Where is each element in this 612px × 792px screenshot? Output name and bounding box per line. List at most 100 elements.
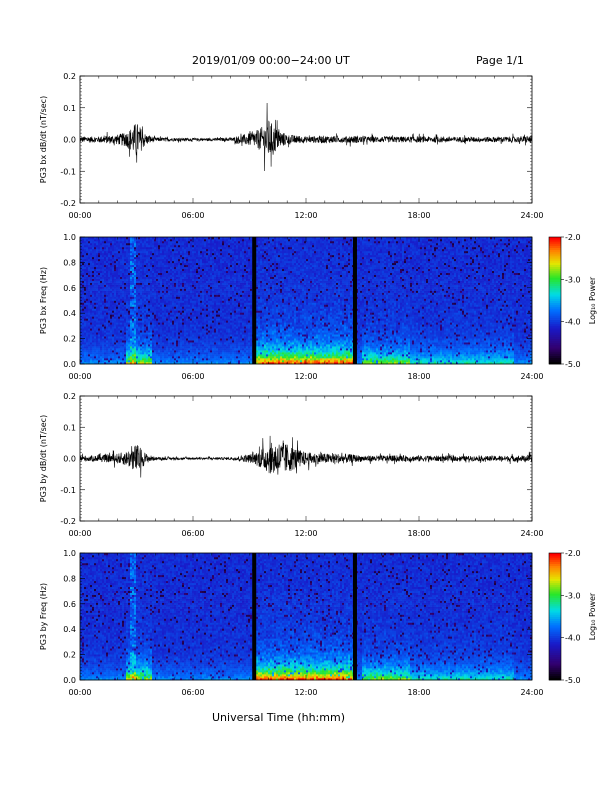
spectrogram-cell xyxy=(122,271,124,273)
spectrogram-cell xyxy=(92,275,94,277)
spectrogram-cell xyxy=(92,324,94,326)
spectrogram-cell xyxy=(108,301,110,303)
spectrogram-cell xyxy=(94,291,96,293)
spectrogram-cell xyxy=(84,302,86,304)
spectrogram-cell xyxy=(106,295,108,297)
spectrogram-cell xyxy=(120,299,122,301)
spectrogram-cell xyxy=(106,267,108,269)
spectrogram-cell xyxy=(100,299,102,301)
spectrogram-cell xyxy=(102,312,104,314)
spectrogram-cell xyxy=(90,297,92,299)
spectrogram-cell xyxy=(84,263,86,265)
spectrogram-cell xyxy=(120,297,122,299)
spectrogram-cell xyxy=(90,243,92,245)
spectrogram-cell xyxy=(116,340,118,342)
spectrogram-cell xyxy=(110,336,112,338)
spectrogram-cell xyxy=(106,263,108,265)
spectrogram-cell xyxy=(100,346,102,348)
spectrogram-cell xyxy=(116,245,118,247)
spectrogram-cell xyxy=(108,316,110,318)
spectrogram-cell xyxy=(122,314,124,316)
spectrogram-cell xyxy=(96,251,98,253)
spectrogram-cell xyxy=(100,243,102,245)
spectrogram-cell xyxy=(122,352,124,354)
spectrogram-cell xyxy=(100,304,102,306)
spectrogram-cell xyxy=(118,269,120,271)
spectrogram-cell xyxy=(96,285,98,287)
spectrogram-cell xyxy=(94,271,96,273)
spectrogram-cell xyxy=(120,320,122,322)
spectrogram-cell xyxy=(118,301,120,303)
spectrogram-cell xyxy=(126,302,128,304)
spectrogram-cell xyxy=(98,283,100,285)
spectrogram-cell xyxy=(112,251,114,253)
spectrogram-cell xyxy=(126,285,128,287)
spectrogram-cell xyxy=(126,356,128,358)
spectrogram-cell xyxy=(100,360,102,362)
spectrogram-cell xyxy=(94,253,96,255)
spectrogram-cell xyxy=(110,316,112,318)
spectrogram-cell xyxy=(102,287,104,289)
spectrogram-cell xyxy=(126,334,128,336)
spectrogram-cell xyxy=(106,322,108,324)
spectrogram-cell xyxy=(124,306,126,308)
spectrogram-cell xyxy=(100,239,102,241)
spectrogram-cell xyxy=(118,342,120,344)
spectrogram-cell xyxy=(90,334,92,336)
spectrogram-cell xyxy=(98,336,100,338)
spectrogram-cell xyxy=(118,287,120,289)
spectrogram-cell xyxy=(106,316,108,318)
spectrogram-cell xyxy=(88,340,90,342)
spectrogram-cell xyxy=(84,332,86,334)
spectrogram-cell xyxy=(108,255,110,257)
spectrogram-cell xyxy=(82,308,84,310)
spectrogram-cell xyxy=(126,247,128,249)
spectrogram-cell xyxy=(118,295,120,297)
spectrogram-cell xyxy=(124,352,126,354)
spectrogram-cell xyxy=(82,291,84,293)
spectrogram-cell xyxy=(102,285,104,287)
spectrogram-cell xyxy=(100,358,102,360)
spectrogram-cell xyxy=(114,283,116,285)
spectrogram-cell xyxy=(120,360,122,362)
spectrogram-cell xyxy=(88,259,90,261)
spectrogram-cell xyxy=(92,354,94,356)
spectrogram-cell xyxy=(124,336,126,338)
spectrogram-cell xyxy=(104,291,106,293)
spectrogram-cell xyxy=(84,257,86,259)
spectrogram-cell xyxy=(112,304,114,306)
spectrogram-cell xyxy=(92,289,94,291)
spectrogram-cell xyxy=(106,239,108,241)
spectrogram-cell xyxy=(102,245,104,247)
spectrogram-cell xyxy=(98,316,100,318)
spectrogram-cell xyxy=(120,249,122,251)
spectrogram-cell xyxy=(116,267,118,269)
spectrogram-cell xyxy=(116,289,118,291)
spectrogram-cell xyxy=(94,251,96,253)
spectrogram-cell xyxy=(124,334,126,336)
y-tick-label: -0.2 xyxy=(60,199,76,208)
spectrogram-cell xyxy=(92,247,94,249)
spectrogram-cell xyxy=(88,328,90,330)
spectrogram-cell xyxy=(126,279,128,281)
spectrogram-cell xyxy=(98,324,100,326)
spectrogram-cell xyxy=(86,324,88,326)
spectrogram-cell xyxy=(110,297,112,299)
spectrogram-cell xyxy=(124,301,126,303)
spectrogram-cell xyxy=(86,295,88,297)
spectrogram-cell xyxy=(118,358,120,360)
spectrogram-cell xyxy=(124,350,126,352)
spectrogram-cell xyxy=(82,247,84,249)
spectrogram-cell xyxy=(90,318,92,320)
spectrogram-cell xyxy=(114,332,116,334)
spectrogram-cell xyxy=(124,293,126,295)
spectrogram-cell xyxy=(98,342,100,344)
spectrogram-cell xyxy=(94,304,96,306)
spectrogram-cell xyxy=(102,346,104,348)
spectrogram-cell xyxy=(114,251,116,253)
spectrogram-cell xyxy=(118,247,120,249)
spectrogram-cell xyxy=(112,299,114,301)
spectrogram-cell xyxy=(88,308,90,310)
spectrogram-cell xyxy=(120,312,122,314)
spectrogram-cell xyxy=(102,249,104,251)
